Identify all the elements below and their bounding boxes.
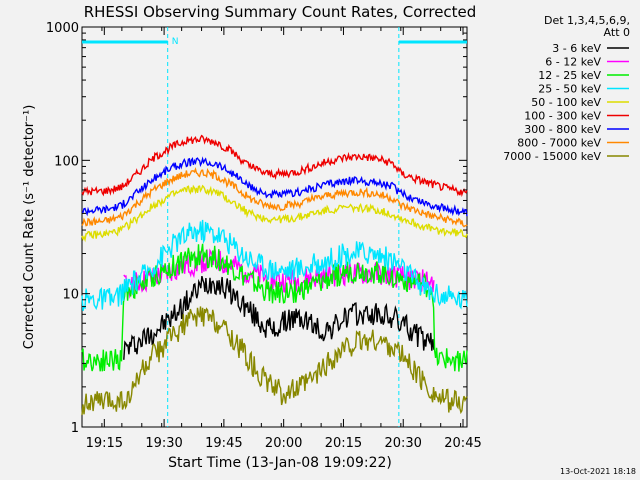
legend-header-line: Det 1,3,4,5,6,9, [544, 14, 630, 27]
series-line-4 [81, 219, 468, 311]
legend-label: 300 - 800 keV [524, 123, 601, 136]
y-axis-label: Corrected Count Rate (s⁻¹ detector⁻¹) [22, 105, 37, 350]
axes: 1 10 100 1000 19:15 19:30 19:45 20:00 20:15 20:30… [46, 21, 482, 451]
x-tick-label: 20:00 [265, 436, 302, 451]
legend-label: 800 - 7000 keV [517, 137, 601, 150]
y-tick-label: 100 [54, 154, 79, 169]
chart-title: RHESSI Observing Summary Count Rates, Co… [84, 3, 477, 21]
x-tick-label: 20:15 [325, 436, 362, 451]
legend-label: 25 - 50 keV [538, 83, 601, 96]
x-tick-label: 19:15 [86, 436, 123, 451]
legend-label: 50 - 100 keV [531, 96, 601, 109]
legend-label: 100 - 300 keV [524, 110, 601, 123]
series-line-8 [81, 167, 468, 228]
series-group [81, 134, 468, 416]
y-tick-label: 10 [62, 288, 79, 303]
x-tick-label: 19:45 [205, 436, 242, 451]
legend-label: 7000 - 15000 keV [503, 150, 601, 163]
x-tick-label: 20:45 [444, 436, 481, 451]
y-tick-label: 1000 [46, 21, 79, 36]
legend-label: 3 - 6 keV [552, 42, 601, 55]
night-markers: N [82, 27, 467, 427]
x-tick-label: 19:30 [145, 436, 182, 451]
series-line-1 [123, 275, 435, 360]
x-tick-label: 20:30 [384, 436, 421, 451]
legend-header-line: Att 0 [604, 26, 630, 39]
x-axis-label: Start Time (13-Jan-08 19:09:22) [168, 455, 392, 471]
series-line-6 [81, 134, 468, 198]
legend-label: 6 - 12 keV [545, 56, 601, 69]
series-line-5 [81, 184, 468, 243]
y-tick-label: 1 [71, 421, 79, 436]
footer-timestamp: 13-Oct-2021 18:18 [560, 467, 636, 476]
night-marker-label: N [172, 37, 179, 47]
series-line-7 [81, 156, 468, 217]
plot-frame [81, 26, 468, 428]
series-line-9 [81, 306, 468, 416]
legend-label: 12 - 25 keV [538, 69, 601, 82]
